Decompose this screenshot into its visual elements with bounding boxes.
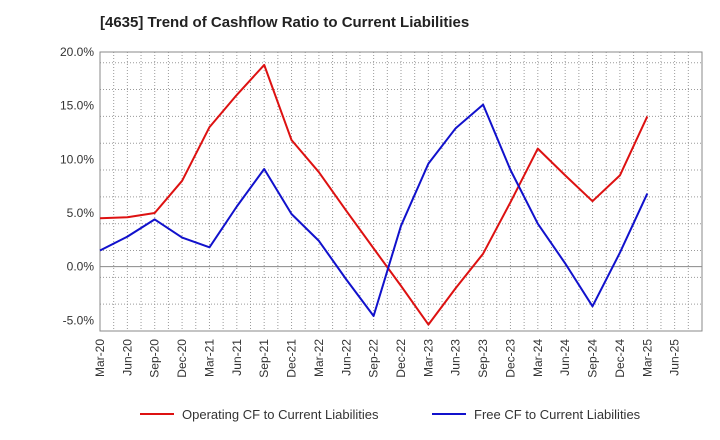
x-tick-label: Mar-23 xyxy=(421,339,435,377)
x-tick-label: Sep-21 xyxy=(257,339,271,378)
x-tick-label: Jun-23 xyxy=(449,339,463,376)
x-tick-label: Dec-23 xyxy=(503,339,517,378)
x-tick-label: Mar-25 xyxy=(640,339,654,377)
x-tick-label: Jun-20 xyxy=(120,339,134,376)
series-line-operating-cf xyxy=(99,63,649,326)
x-tick-label: Sep-24 xyxy=(586,339,600,378)
y-tick-label: 15.0% xyxy=(60,99,94,113)
x-tick-label: Mar-20 xyxy=(93,339,107,377)
x-tick-label: Dec-21 xyxy=(285,339,299,378)
chart-title: [4635] Trend of Cashflow Ratio to Curren… xyxy=(100,14,470,31)
legend-label: Operating CF to Current Liabilities xyxy=(182,407,379,422)
x-tick-label: Jun-25 xyxy=(668,339,682,376)
x-tick-label: Jun-21 xyxy=(230,339,244,376)
x-tick-label: Sep-20 xyxy=(148,339,162,378)
x-tick-label: Dec-24 xyxy=(613,339,627,378)
x-tick-label: Jun-22 xyxy=(339,339,353,376)
y-tick-label: 5.0% xyxy=(67,206,95,220)
x-tick-label: Mar-24 xyxy=(531,339,545,377)
x-tick-label: Jun-24 xyxy=(558,339,572,376)
x-tick-label: Dec-20 xyxy=(175,339,189,378)
plot-frame xyxy=(99,51,703,332)
x-tick-label: Sep-22 xyxy=(367,339,381,378)
y-tick-label: 20.0% xyxy=(60,45,94,59)
x-tick-label: Mar-21 xyxy=(202,339,216,377)
y-tick-label: 0.0% xyxy=(67,260,95,274)
series-line-free-cf xyxy=(99,103,649,317)
legend-label: Free CF to Current Liabilities xyxy=(474,407,641,422)
y-tick-label: 10.0% xyxy=(60,152,94,166)
x-tick-label: Mar-22 xyxy=(312,339,326,377)
x-tick-label: Sep-23 xyxy=(476,339,490,378)
x-tick-label: Dec-22 xyxy=(394,339,408,378)
y-tick-label: -5.0% xyxy=(63,313,95,327)
